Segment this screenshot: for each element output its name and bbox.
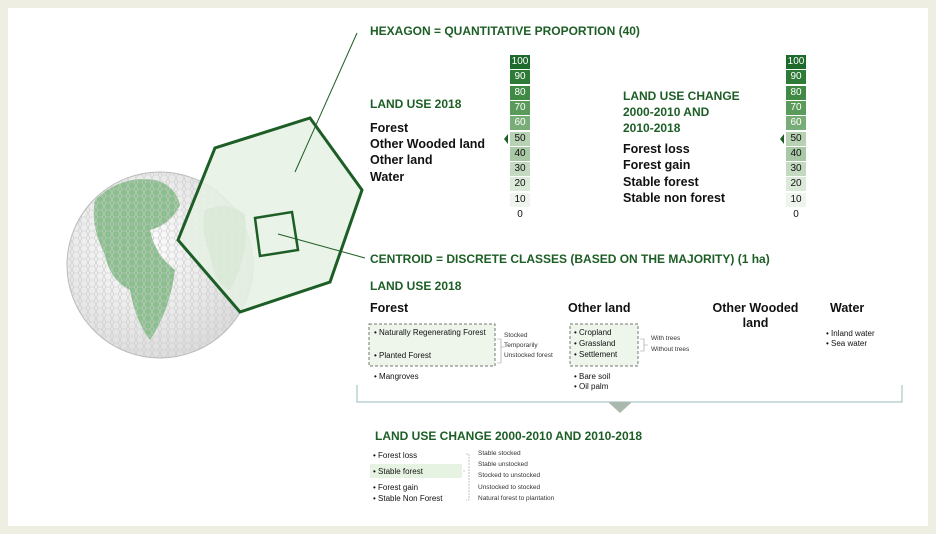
scale-cell: 40 <box>510 146 530 161</box>
arrow <box>608 402 632 413</box>
item: • Stable forest <box>373 467 423 476</box>
artwork <box>66 32 903 501</box>
item: Water <box>370 170 405 184</box>
scale-cell: 20 <box>510 177 530 192</box>
class-box <box>569 323 639 367</box>
sub-item: Stable stocked <box>478 450 521 457</box>
heading: LAND USE 2018 <box>370 97 462 111</box>
marker <box>504 134 508 144</box>
heading: 2010-2018 <box>623 121 681 135</box>
scale-cell: 30 <box>510 162 530 177</box>
item: Forest loss <box>623 142 690 156</box>
class-box <box>368 323 496 367</box>
scale-cell: 60 <box>510 116 530 131</box>
item: • Forest gain <box>373 483 419 492</box>
scale-cell: 50 <box>786 131 806 146</box>
item: • Settlement <box>574 350 618 359</box>
scale-cell: 30 <box>786 162 806 177</box>
scale-cell: 0 <box>786 208 806 222</box>
column-title: Water <box>830 301 865 315</box>
column-title: Forest <box>370 301 409 315</box>
column-title: Other Wooded land <box>712 301 799 330</box>
sub-item: Stocked to unstocked <box>478 472 541 479</box>
leader <box>277 233 366 259</box>
item: Forest <box>370 121 409 135</box>
heading: LAND USE CHANGE <box>623 89 740 103</box>
heading: HEXAGON = QUANTITATIVE PROPORTION (40) <box>370 24 640 38</box>
centroid-square <box>253 210 300 258</box>
column-title: Other land <box>568 301 631 315</box>
heading: LAND USE 2018 <box>370 279 462 293</box>
item: • Stable Non Forest <box>373 494 443 503</box>
sub-item: Unstocked to stocked <box>478 484 541 491</box>
scale-cell: 60 <box>786 116 806 131</box>
item: • Oil palm <box>574 382 609 391</box>
bracket <box>356 385 903 403</box>
highlight <box>370 464 462 478</box>
item: • Grassland <box>574 339 616 348</box>
scale-cell: 10 <box>510 192 530 207</box>
item: Stable forest <box>623 175 699 189</box>
item: Stable non forest <box>623 191 726 205</box>
sub-item: Temporarily <box>504 342 538 349</box>
item: Forest gain <box>623 158 691 172</box>
scale-cell: 80 <box>786 85 806 100</box>
item: Other land <box>370 153 433 167</box>
item: • Naturally Regenerating Forest <box>374 328 486 337</box>
marker <box>780 134 784 144</box>
sub-item: Unstocked forest <box>504 352 553 359</box>
sub-item: Without trees <box>651 346 690 353</box>
item: • Planted Forest <box>374 351 432 360</box>
sub-item: Natural forest to plantation <box>478 495 555 502</box>
sub-item: With trees <box>651 335 681 342</box>
scale-cell: 100 <box>510 55 530 69</box>
heading: 2000-2010 AND <box>623 105 710 119</box>
bracket <box>497 338 505 364</box>
sub-item: Stocked <box>504 332 528 339</box>
scale-cell: 80 <box>510 85 530 100</box>
item: • Mangroves <box>374 372 419 381</box>
panel: HEXAGON = QUANTITATIVE PROPORTION (40) L… <box>8 8 928 526</box>
leader <box>294 32 358 173</box>
bracket <box>640 338 648 352</box>
scale-cell: 90 <box>786 70 806 85</box>
item: • Inland water <box>826 329 875 338</box>
item: • Forest loss <box>373 451 418 460</box>
scale-cell: 40 <box>786 146 806 161</box>
scale-cell: 70 <box>510 100 530 115</box>
item: Other Wooded land <box>370 137 486 151</box>
bracket <box>463 453 470 501</box>
scale-cell: 20 <box>786 177 806 192</box>
heading: CENTROID = DISCRETE CLASSES (BASED ON TH… <box>370 252 770 266</box>
item: • Sea water <box>826 339 868 348</box>
scale-cell: 100 <box>786 55 806 69</box>
heading: LAND USE CHANGE 2000-2010 AND 2010-2018 <box>375 429 642 443</box>
item: • Cropland <box>574 328 612 337</box>
scale-cell: 0 <box>510 208 530 222</box>
scale-cell: 70 <box>786 100 806 115</box>
scale-cell: 10 <box>786 192 806 207</box>
scale-cell: 90 <box>510 70 530 85</box>
scale-cell: 50 <box>510 131 530 146</box>
item: • Bare soil <box>574 372 611 381</box>
sub-item: Stable unstocked <box>478 461 528 468</box>
